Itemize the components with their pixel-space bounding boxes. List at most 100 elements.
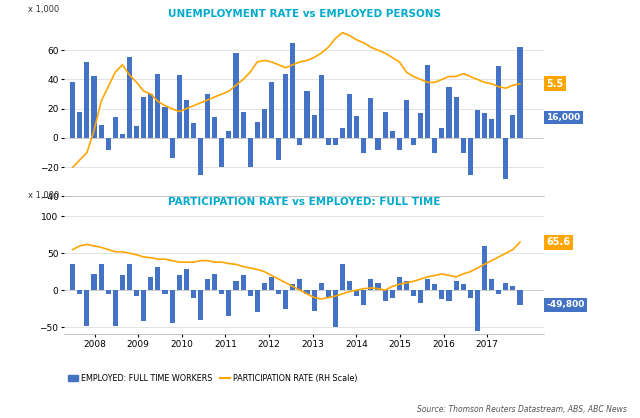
Bar (397, 138, 402, 150)
Bar (220, 138, 225, 167)
Bar (163, 290, 168, 294)
Bar (113, 117, 118, 138)
Bar (163, 107, 168, 138)
Bar (333, 138, 338, 145)
Bar (269, 277, 274, 290)
Bar (475, 290, 480, 331)
Bar (482, 246, 487, 290)
Bar (212, 117, 217, 138)
Bar (70, 82, 76, 138)
Bar (276, 290, 281, 294)
Bar (376, 283, 381, 290)
Bar (92, 76, 97, 138)
Bar (148, 277, 154, 290)
Bar (106, 138, 111, 150)
Bar (177, 75, 182, 138)
Bar (503, 138, 508, 179)
Bar (220, 290, 225, 294)
Bar (113, 290, 118, 326)
Legend: EMPLOYED PERSONS, UNEMPLOYMENT RATE (RH Scale): EMPLOYED PERSONS, UNEMPLOYMENT RATE (RH … (68, 232, 317, 242)
Bar (439, 290, 444, 299)
Bar (283, 74, 288, 138)
Bar (397, 277, 402, 290)
Bar (298, 138, 303, 145)
Bar (170, 138, 175, 158)
Bar (312, 115, 317, 138)
Bar (127, 58, 132, 138)
Bar (347, 281, 352, 290)
Bar (234, 53, 239, 138)
Bar (283, 290, 288, 308)
Bar (156, 267, 161, 290)
Bar (70, 264, 76, 290)
Bar (84, 62, 90, 138)
Bar (432, 284, 437, 290)
Bar (262, 283, 267, 290)
Bar (120, 134, 125, 138)
Bar (198, 138, 203, 175)
Bar (510, 286, 515, 290)
Bar (319, 283, 324, 290)
Bar (92, 274, 97, 290)
Bar (361, 138, 366, 153)
Bar (227, 130, 232, 138)
Bar (319, 75, 324, 138)
Title: UNEMPLOYMENT RATE vs EMPLOYED PERSONS: UNEMPLOYMENT RATE vs EMPLOYED PERSONS (168, 9, 440, 19)
Bar (141, 290, 147, 321)
Text: 65.6: 65.6 (546, 237, 570, 247)
Bar (468, 290, 473, 298)
Bar (518, 290, 522, 305)
Text: 16,000: 16,000 (546, 113, 580, 122)
Bar (376, 138, 381, 150)
Bar (276, 138, 281, 160)
Bar (326, 138, 331, 145)
Bar (496, 290, 501, 294)
Bar (411, 138, 416, 145)
Bar (439, 128, 444, 138)
Bar (432, 138, 437, 153)
Bar (205, 279, 210, 290)
Text: -49,800: -49,800 (546, 301, 584, 309)
Text: 5.5: 5.5 (546, 79, 563, 89)
Bar (496, 66, 501, 138)
Bar (305, 91, 310, 138)
Bar (248, 138, 253, 167)
Bar (468, 138, 473, 175)
Bar (141, 97, 147, 138)
Bar (255, 122, 260, 138)
Bar (227, 290, 232, 316)
Bar (134, 126, 139, 138)
Bar (447, 290, 452, 301)
Bar (248, 290, 253, 296)
Bar (77, 112, 83, 138)
Bar (475, 110, 480, 138)
Bar (134, 290, 139, 296)
Bar (212, 274, 217, 290)
Bar (326, 290, 331, 298)
Bar (120, 275, 125, 290)
Text: x 1,000: x 1,000 (28, 5, 60, 14)
Bar (461, 284, 466, 290)
Bar (489, 119, 494, 138)
Bar (184, 100, 189, 138)
Bar (127, 264, 132, 290)
Bar (77, 290, 83, 294)
Bar (99, 264, 104, 290)
Bar (454, 281, 459, 290)
Bar (383, 290, 388, 301)
Bar (291, 284, 296, 290)
Bar (191, 123, 196, 138)
Bar (518, 47, 522, 138)
Bar (354, 290, 359, 296)
Bar (269, 82, 274, 138)
Bar (184, 270, 189, 290)
Bar (369, 99, 374, 138)
Bar (461, 138, 466, 153)
Bar (425, 279, 430, 290)
Bar (191, 290, 196, 298)
Bar (106, 290, 111, 294)
Legend: EMPLOYED: FULL TIME WORKERS, PARTICIPATION RATE (RH Scale): EMPLOYED: FULL TIME WORKERS, PARTICIPATI… (68, 374, 358, 383)
Bar (333, 290, 338, 327)
Bar (170, 290, 175, 324)
Bar (340, 264, 345, 290)
